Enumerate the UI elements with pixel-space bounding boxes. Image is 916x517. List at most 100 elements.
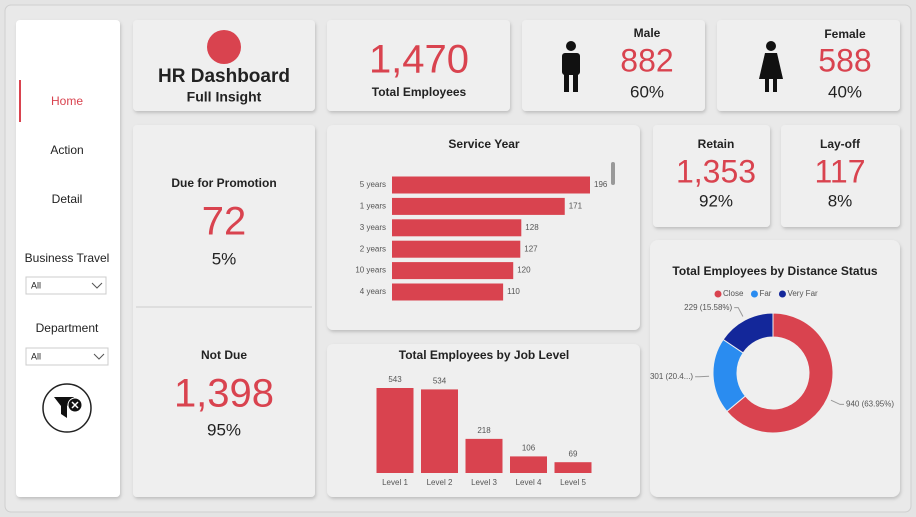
bar: [392, 262, 514, 280]
card: [133, 20, 315, 111]
donut-slice: [726, 312, 834, 434]
bar: [421, 389, 458, 473]
kpi-percent: 92%: [699, 191, 733, 210]
bar: [392, 176, 590, 194]
category-label: 2 years: [360, 244, 386, 253]
value-label: 218: [477, 426, 491, 435]
scrollbar[interactable]: [611, 162, 615, 185]
kpi-value: 1,398: [174, 372, 274, 416]
filter-label: Business Travel: [25, 251, 110, 265]
bar: [376, 388, 414, 473]
value-label: 301 (20.4...): [650, 372, 693, 381]
chevron: [91, 282, 103, 289]
leader-line: [734, 307, 744, 317]
category-label: Level 3: [471, 478, 497, 487]
card: [522, 20, 705, 111]
nav-item[interactable]: Action: [50, 143, 83, 157]
chart-title: Total Employees by Distance Status: [672, 264, 877, 278]
bar: [554, 462, 592, 473]
category-label: 10 years: [355, 266, 386, 275]
card: [653, 125, 770, 227]
legend-label: Far: [759, 289, 771, 298]
filter-label: Department: [36, 321, 99, 335]
kpi-label: Lay-off: [820, 137, 861, 151]
kpi-percent: 8%: [828, 191, 853, 210]
dropdown[interactable]: [25, 347, 109, 366]
male-icon: [562, 41, 580, 92]
chevron: [93, 353, 105, 360]
nav-item[interactable]: Home: [51, 94, 83, 108]
kpi-value: 588: [818, 42, 871, 78]
bar: [392, 197, 565, 215]
card: [650, 240, 900, 497]
clear-filter-button[interactable]: [42, 383, 92, 433]
kpi-label: Total Employees: [372, 85, 467, 99]
card: [133, 125, 315, 497]
chart-title: Service Year: [448, 137, 520, 151]
value-label: 69: [569, 449, 578, 458]
title: HR Dashboard: [158, 66, 290, 87]
female-icon: [759, 41, 783, 92]
sidebar: [16, 20, 120, 497]
bar: [510, 456, 547, 473]
kpi-value: 72: [202, 200, 247, 244]
bar: [392, 219, 522, 237]
kpi-label: Female: [824, 27, 866, 41]
kpi-percent: 60%: [630, 82, 664, 101]
value-label: 229 (15.58%): [684, 303, 732, 312]
category-label: Level 4: [516, 478, 542, 487]
bar: [392, 240, 521, 258]
kpi-label: Due for Promotion: [171, 176, 276, 190]
category-label: 3 years: [360, 223, 386, 232]
kpi-value: 117: [814, 153, 865, 189]
bar: [392, 283, 504, 301]
chart-title: Total Employees by Job Level: [399, 348, 570, 362]
kpi-label: Male: [634, 26, 661, 40]
value-label: 128: [525, 223, 539, 232]
kpi-value: 1,353: [676, 153, 756, 189]
kpi-percent: 40%: [828, 82, 862, 101]
card: [327, 20, 510, 111]
kpi-label: Not Due: [201, 348, 247, 362]
category-label: Level 2: [427, 478, 453, 487]
bar: [465, 438, 503, 473]
kpi-percent: 5%: [212, 249, 237, 268]
value-label: 127: [524, 244, 538, 253]
value-label: 106: [522, 444, 536, 453]
kpi-value: 882: [620, 42, 673, 78]
value-label: 940 (63.95%): [846, 400, 894, 409]
value-label: 120: [517, 266, 531, 275]
kpi-label: Retain: [698, 137, 735, 151]
legend-swatch: [778, 290, 786, 298]
category-label: 5 years: [360, 180, 386, 189]
category-label: Level 5: [560, 478, 586, 487]
legend-label: Very Far: [787, 289, 818, 298]
value-label: 543: [388, 375, 402, 384]
kpi-value: 1,470: [369, 38, 469, 82]
kpi-percent: 95%: [207, 420, 241, 439]
legend-label: Close: [723, 289, 744, 298]
nav-item[interactable]: Detail: [52, 192, 83, 206]
card: [327, 344, 640, 497]
donut-slice: [722, 312, 774, 354]
value-label: 534: [433, 377, 447, 386]
category-label: Level 1: [382, 478, 408, 487]
card: [717, 20, 900, 111]
logo: [207, 30, 241, 64]
dropdown-value: All: [31, 351, 41, 361]
category-label: 1 years: [360, 202, 386, 211]
subtitle: Full Insight: [187, 89, 262, 105]
leader-line: [695, 375, 710, 378]
value-label: 196: [594, 180, 608, 189]
active-indicator: [19, 80, 21, 122]
leader-line: [830, 399, 845, 405]
value-label: 110: [507, 287, 520, 296]
legend-swatch: [750, 290, 758, 298]
value-label: 171: [569, 202, 583, 211]
card: [781, 125, 900, 227]
legend-swatch: [714, 290, 722, 298]
dropdown[interactable]: [25, 276, 107, 295]
dropdown-value: All: [31, 280, 41, 290]
category-label: 4 years: [360, 287, 386, 296]
